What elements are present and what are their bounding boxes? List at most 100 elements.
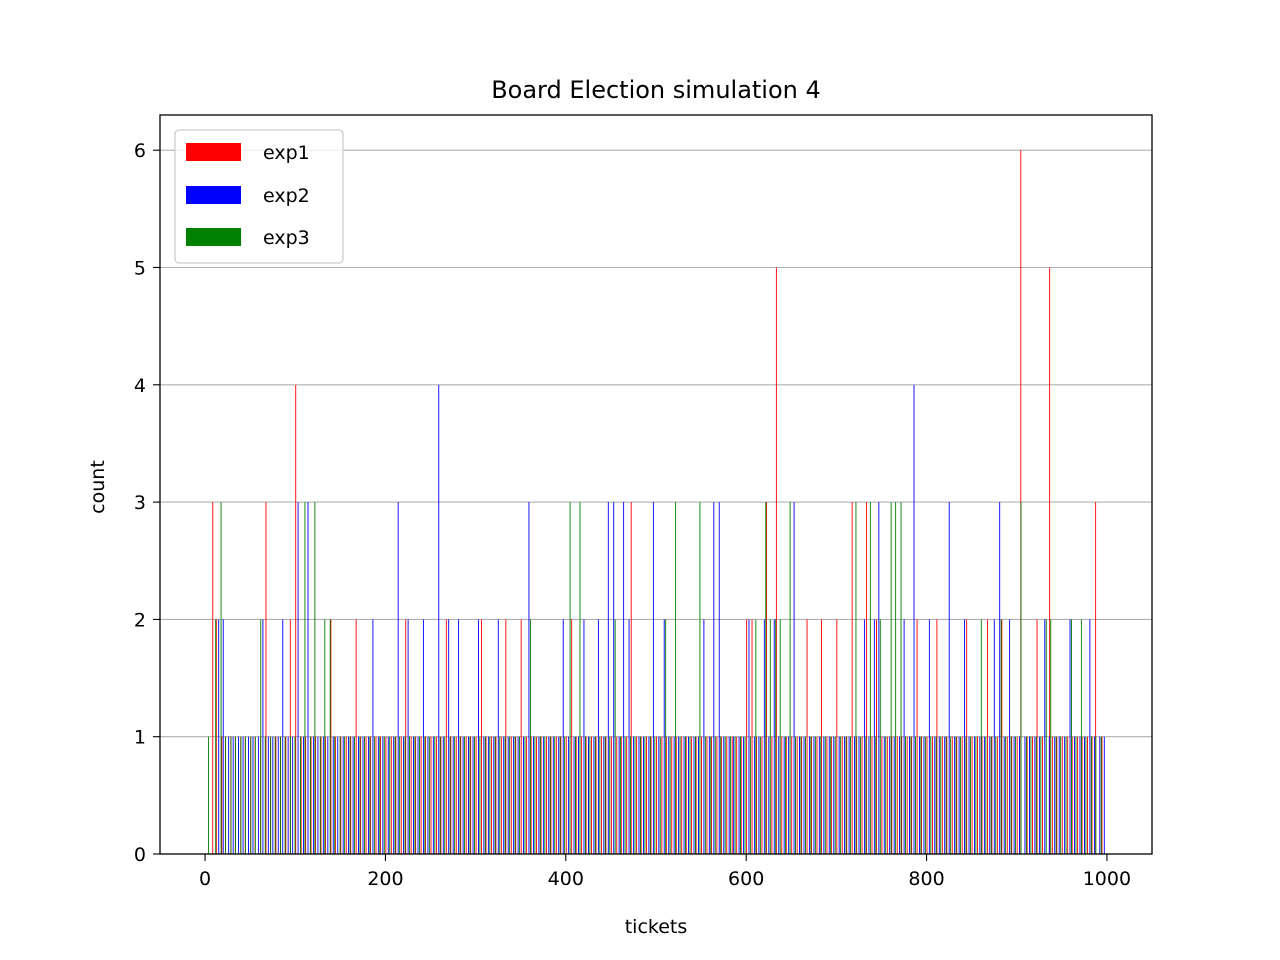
bar-exp1: [961, 736, 963, 854]
bar-exp1: [966, 619, 968, 854]
bar-exp2: [723, 736, 725, 854]
bar-exp1: [616, 736, 618, 854]
bar-exp3: [354, 736, 355, 854]
bar-exp2: [358, 736, 359, 854]
bar-exp1: [876, 619, 877, 854]
bar-exp2: [377, 736, 379, 854]
bar-exp3: [789, 502, 791, 854]
bar-exp1: [334, 736, 336, 854]
bar-exp2: [928, 619, 930, 854]
bar-exp3: [589, 736, 591, 854]
bar-exp2: [638, 736, 640, 854]
bar-exp2: [403, 736, 405, 854]
bar-exp2: [513, 736, 515, 854]
bar-exp2: [277, 736, 279, 854]
bar-exp3: [260, 619, 262, 854]
bar-exp1: [775, 267, 777, 854]
bar-exp3: [489, 736, 491, 854]
bar-exp2: [548, 736, 550, 854]
bar-exp2: [808, 736, 810, 854]
bar-exp3: [569, 502, 571, 854]
bar-exp1: [706, 736, 708, 854]
bar-exp3: [960, 736, 962, 854]
bar-exp1: [665, 736, 667, 854]
bar-exp2: [452, 736, 454, 854]
bar-exp1: [921, 736, 923, 854]
bar-exp1: [1032, 736, 1033, 854]
bar-exp1: [626, 736, 628, 854]
bar-exp1: [265, 502, 267, 854]
bar-exp1: [515, 736, 517, 854]
bar-exp1: [685, 736, 687, 854]
bar-exp2: [287, 736, 289, 854]
bar-exp3: [905, 736, 906, 854]
bar-exp3: [755, 619, 757, 854]
bar-exp1: [1011, 736, 1013, 854]
bar-exp2: [552, 736, 554, 854]
bar-exp2: [718, 502, 720, 854]
bar-exp1: [545, 736, 547, 854]
y-tick-label: 0: [134, 844, 146, 866]
bar-exp2: [503, 736, 505, 854]
bar-exp1: [650, 736, 652, 854]
bar-exp3: [1030, 736, 1032, 854]
bar-exp3: [1040, 736, 1042, 854]
bar-exp1: [941, 736, 943, 854]
bar-exp2: [893, 736, 895, 854]
bar-exp3: [940, 736, 942, 854]
bar-exp2: [858, 736, 860, 854]
bar-exp3: [383, 736, 385, 854]
bar-exp3: [699, 502, 701, 854]
bar-exp1: [781, 736, 783, 854]
bar-exp2: [317, 736, 319, 854]
legend-swatch-exp1: [186, 143, 241, 161]
bar-exp3: [584, 736, 586, 854]
bar-exp2: [783, 736, 785, 854]
bar-exp1: [1036, 619, 1038, 854]
bar-exp1: [450, 736, 452, 854]
bar-exp2: [362, 736, 364, 854]
bar-exp3: [1065, 736, 1067, 854]
bar-exp3: [464, 736, 466, 854]
bar-exp2: [322, 736, 324, 854]
bar-exp3: [795, 736, 796, 854]
bar-exp2: [878, 502, 880, 854]
bar-exp2: [633, 736, 635, 854]
bar-exp2: [342, 736, 344, 854]
bar-exp2: [1034, 736, 1036, 854]
bar-exp3: [759, 736, 761, 854]
bar-exp2: [1079, 736, 1081, 854]
x-tick-label: 800: [908, 868, 944, 890]
bar-exp1: [365, 736, 367, 854]
bar-exp3: [559, 736, 561, 854]
bar-exp3: [1010, 736, 1012, 854]
bar-exp2: [352, 736, 354, 854]
bar-exp1: [871, 736, 873, 854]
bar-exp1: [977, 736, 978, 854]
bar-exp1: [510, 736, 512, 854]
bar-exp1: [771, 736, 773, 854]
bar-exp1: [610, 736, 612, 854]
bar-exp3: [614, 619, 616, 854]
bar-exp2: [517, 736, 519, 854]
bar-exp3: [235, 736, 236, 854]
bar-exp1: [455, 736, 457, 854]
bar-exp3: [299, 736, 301, 854]
bar-exp1: [1001, 619, 1003, 854]
bar-exp3: [624, 736, 626, 854]
bar-exp3: [250, 736, 252, 854]
bar-exp1: [630, 502, 632, 854]
bar-exp1: [315, 736, 317, 854]
bar-exp1: [836, 619, 838, 854]
bar-exp3: [504, 736, 506, 854]
bar-exp1: [285, 736, 287, 854]
bar-exp1: [695, 736, 697, 854]
bar-exp2: [417, 736, 419, 854]
bar-exp3: [1071, 619, 1072, 854]
bar-exp2: [538, 736, 540, 854]
bar-exp3: [875, 736, 877, 854]
bar-exp1: [340, 736, 342, 854]
bar-exp2: [1044, 619, 1046, 854]
bar-exp2: [262, 619, 264, 854]
bar-exp2: [1009, 619, 1011, 854]
